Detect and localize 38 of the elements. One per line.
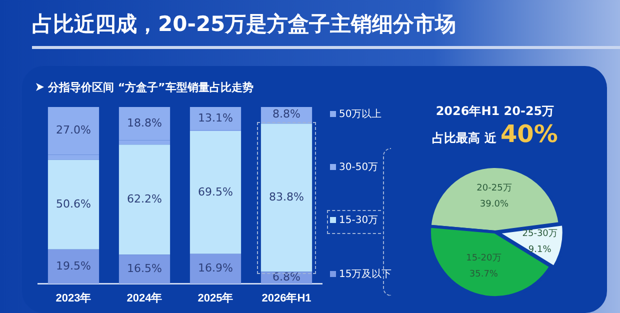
data-label: 39.0% bbox=[480, 199, 509, 210]
x-tick-label: 2026年H1 bbox=[262, 291, 312, 304]
chart-title: 2026年H1 20-25万 bbox=[434, 103, 556, 120]
x-tick-label: 2024年 bbox=[126, 291, 162, 304]
bar bbox=[190, 131, 242, 254]
legend-label: 30-50万 bbox=[339, 161, 378, 174]
data-label: 8.8% bbox=[272, 108, 300, 121]
slice-label: 25-30万 bbox=[522, 228, 558, 239]
slice-label: 20-25万 bbox=[476, 183, 512, 194]
bar bbox=[118, 144, 170, 255]
data-label: 83.8% bbox=[269, 190, 304, 204]
data-label: 69.5% bbox=[198, 185, 233, 198]
data-label: 9.1% bbox=[528, 244, 552, 255]
legend-label: 15万及以下 bbox=[339, 268, 392, 281]
chart-subtitle: 分指导价区间 “方盒子”车型销量占比走势 bbox=[48, 80, 254, 95]
x-tick-label: 2025年 bbox=[198, 291, 234, 304]
bar bbox=[118, 254, 170, 284]
data-label: 27.0% bbox=[56, 124, 91, 137]
bar bbox=[118, 107, 170, 140]
data-label: 19.5% bbox=[56, 259, 91, 272]
text: 占比最高 近 bbox=[432, 131, 496, 145]
legend-label: 15-30万 bbox=[339, 214, 378, 228]
data-label: 18.8% bbox=[127, 116, 162, 130]
bar bbox=[190, 107, 242, 130]
bar bbox=[48, 160, 100, 250]
chart-title: 占比近四成，20-25万是方盒子主销细分市场 bbox=[32, 11, 456, 38]
data-label: 50.6% bbox=[56, 197, 91, 210]
slice-label: 15-20万 bbox=[466, 254, 502, 264]
data-label: 16.9% bbox=[198, 262, 233, 275]
data-label: 35.7% bbox=[469, 270, 498, 280]
data-label: 16.5% bbox=[127, 262, 162, 276]
legend-label: 50万以上 bbox=[339, 108, 382, 121]
bar bbox=[190, 254, 242, 284]
text: 40% bbox=[500, 120, 558, 148]
data-label: 13.1% bbox=[198, 111, 233, 124]
x-tick-label: 2023年 bbox=[56, 291, 92, 304]
bar bbox=[48, 249, 100, 284]
data-label: 62.2% bbox=[127, 192, 162, 206]
